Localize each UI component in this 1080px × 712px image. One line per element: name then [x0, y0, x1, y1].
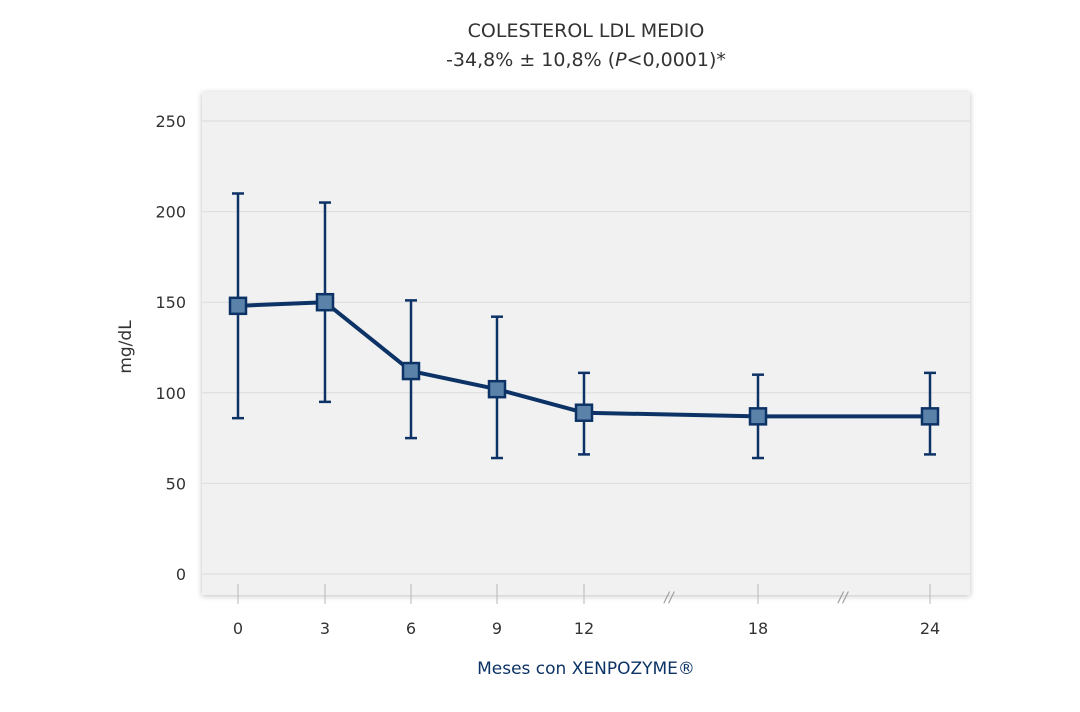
y-tick-label-150: 150	[155, 293, 186, 312]
x-tick-label-0: 0	[233, 619, 243, 638]
axis-break-mark-1: //	[662, 590, 675, 606]
data-point-3	[315, 292, 335, 312]
chart-title-line-2-suffix: <0,0001)*	[627, 49, 726, 71]
y-tick-label-200: 200	[155, 203, 186, 222]
x-tick-label-18: 18	[748, 619, 768, 638]
plot-area	[202, 92, 970, 595]
y-tick-label-0: 0	[176, 565, 186, 584]
data-point-12	[574, 403, 594, 422]
x-tick-label-3: 3	[320, 619, 330, 638]
x-tick-label-9: 9	[492, 619, 502, 638]
x-axis-tick-labels: 0 3 6 9 12 18 24	[233, 619, 940, 638]
data-point-markers	[228, 292, 940, 426]
y-tick-label-250: 250	[155, 112, 186, 131]
x-tick-label-24: 24	[920, 619, 940, 638]
data-point-6	[401, 361, 421, 381]
data-point-0	[228, 296, 248, 316]
chart-title-line-1: COLESTEROL LDL MEDIO	[468, 20, 705, 42]
y-axis-tick-labels: 0 50 100 150 200 250	[155, 112, 186, 584]
x-axis-ticks	[237, 584, 931, 604]
x-axis-title: Meses con XENPOZYME®	[477, 659, 695, 679]
x-tick-label-6: 6	[406, 619, 416, 638]
data-point-24	[920, 407, 940, 426]
chart-title-line-2: -34,8% ± 10,8% (P<0,0001)*	[446, 49, 726, 71]
y-tick-label-100: 100	[155, 384, 186, 403]
axis-break-marks: // //	[662, 590, 849, 606]
x-tick-label-12: 12	[574, 619, 594, 638]
y-axis-title: mg/dL	[116, 320, 136, 374]
data-point-9	[487, 379, 507, 399]
axis-break-mark-2: //	[836, 590, 849, 606]
chart-title-line-2-prefix: -34,8% ± 10,8% (	[446, 49, 615, 71]
chart-title-p-italic: P	[615, 49, 627, 71]
data-point-18	[748, 407, 768, 426]
y-tick-label-50: 50	[166, 474, 186, 493]
